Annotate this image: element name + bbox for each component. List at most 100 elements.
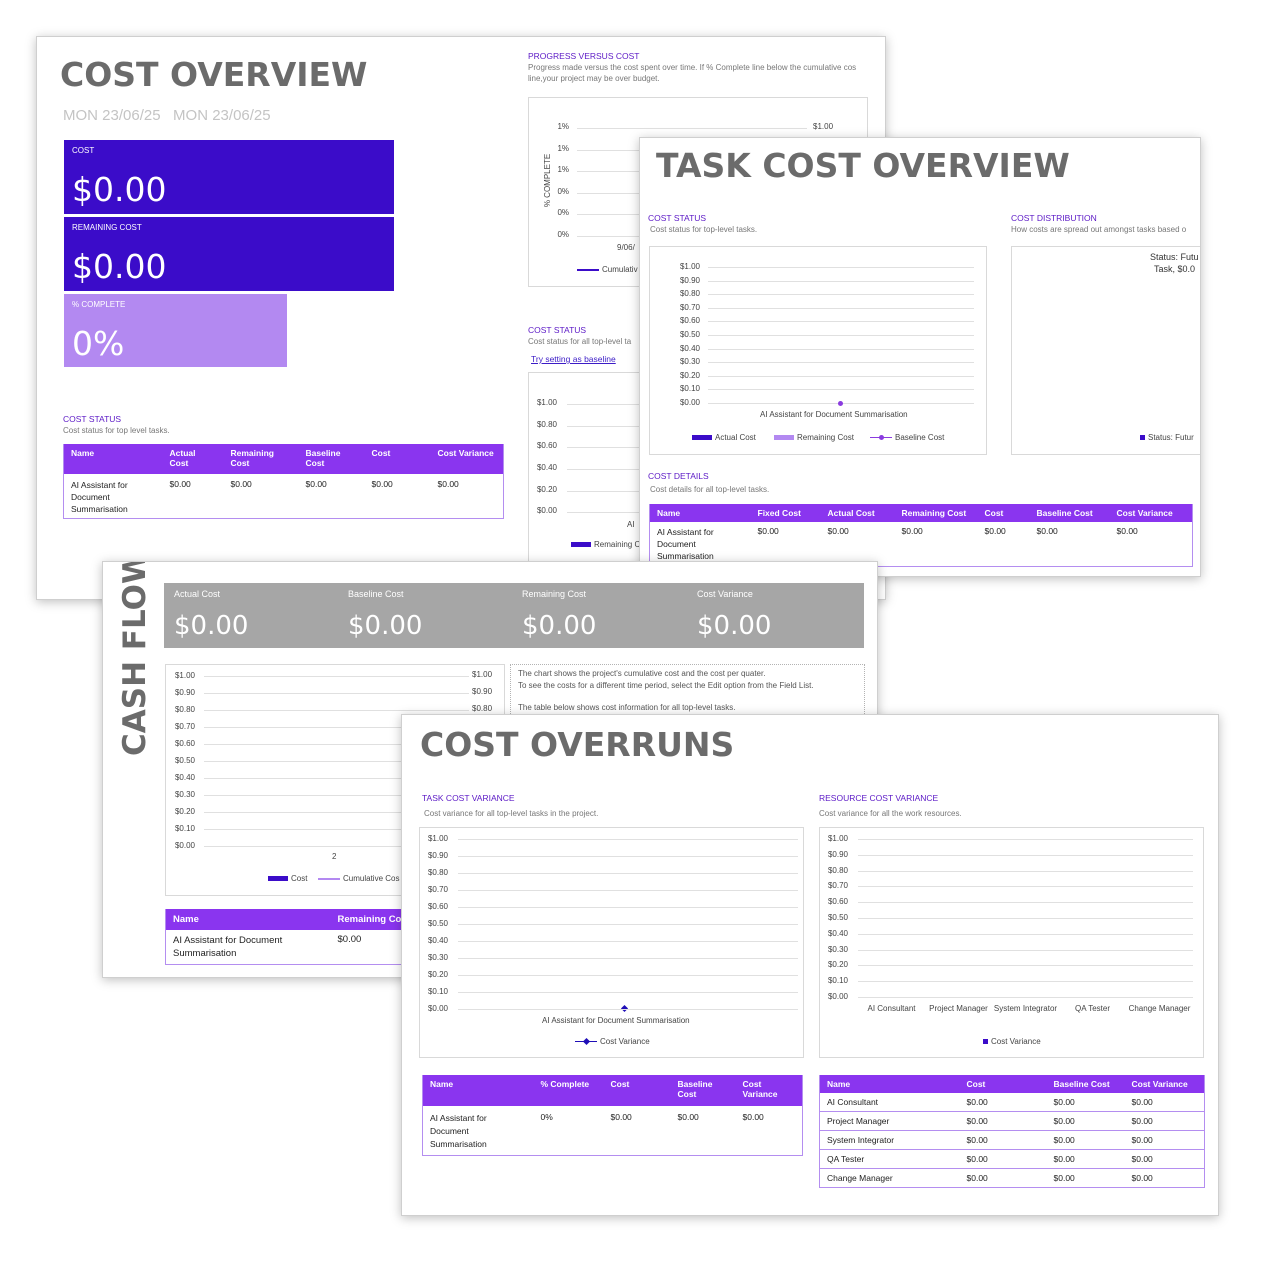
gridline: [458, 839, 798, 840]
y-axis-tick: $0.10: [427, 987, 448, 996]
progress-ytick: 0%: [557, 208, 569, 217]
tv-legend: Cost Variance: [575, 1037, 650, 1046]
resource-variance-title: RESOURCE COST VARIANCE: [819, 793, 939, 803]
table-cell: $0.00: [959, 1093, 1047, 1112]
table-cell: Project Manager: [819, 1111, 960, 1131]
gridline: [204, 761, 469, 762]
progress-subtitle-line2: line,your project may be over budget.: [528, 74, 660, 83]
y-axis-tick: $0.50: [427, 919, 448, 928]
table-cell: QA Tester: [819, 1149, 960, 1169]
table-row: Project Manager $0.00 $0.00 $0.00: [819, 1111, 1205, 1131]
gridline: [708, 294, 974, 296]
tcs-legend-remaining: Remaining Cost: [774, 433, 854, 442]
gridline: [708, 348, 974, 350]
table-cell: $0.00: [1124, 1168, 1205, 1188]
x-axis-category: System Integrator: [993, 1004, 1058, 1013]
gridline: [204, 676, 469, 677]
column-header: Baseline Cost: [1046, 1075, 1125, 1093]
progress-ytick: 1%: [557, 122, 569, 131]
gridline: [204, 778, 469, 779]
cs-ytick: $0.00: [536, 506, 557, 515]
gridline: [458, 924, 798, 925]
table-cell: 0%: [533, 1106, 604, 1156]
kpi-label: Remaining Cost: [522, 589, 587, 599]
gridline: [458, 941, 798, 942]
y-axis-tick: $0.90: [827, 849, 848, 859]
y-axis-tick: $0.50: [679, 330, 700, 339]
resource-variance-subtitle: Cost variance for all the work resources…: [819, 809, 962, 818]
gridline: [858, 839, 1193, 840]
table-cell: AI Consultant: [819, 1093, 960, 1112]
cost-distribution-chart: Status: Futu Task, $0.0 Status: Futur: [1011, 246, 1200, 455]
gridline: [458, 890, 798, 891]
note-line: To see the costs for a different time pe…: [518, 681, 814, 690]
y-axis-tick: $0.80: [679, 289, 700, 299]
progress-xtick: 9/06/: [617, 243, 635, 252]
y-axis-tick: $0.60: [827, 897, 848, 907]
resource-variance-chart: Cost Variance $1.00 $0.90 $0.80 $0.70 $0.60 $…: [819, 827, 1204, 1058]
gridline: [858, 997, 1193, 998]
gridline: [708, 280, 974, 282]
gridline: [204, 795, 469, 796]
page-title: COST OVERRUNS: [420, 725, 735, 764]
task-cost-status-title: COST STATUS: [648, 213, 707, 223]
distribution-label-line2: Task, $0.0: [1154, 264, 1196, 274]
y-axis-tick: $0.60: [174, 739, 195, 748]
table-row: AI Assistant for Document Summarisation …: [649, 522, 1193, 567]
y-axis-tick: $0.00: [174, 841, 195, 850]
cf-right-tick: $0.80: [472, 704, 493, 713]
table-cell: $0.00: [977, 522, 1030, 567]
y-axis-tick: $0.10: [827, 976, 848, 986]
column-header: Baseline Cost: [1029, 504, 1110, 522]
table-cell: $0.00: [162, 474, 224, 519]
x-axis-category: AI Consultant: [867, 1004, 916, 1013]
y-axis-tick: $0.30: [679, 357, 700, 367]
y-axis-tick: $0.80: [827, 865, 848, 875]
task-variance-title: TASK COST VARIANCE: [422, 793, 515, 803]
set-baseline-link[interactable]: Try setting as baseline: [531, 354, 616, 364]
cs-ytick: $0.80: [536, 420, 557, 429]
y-axis-tick: $0.70: [427, 885, 448, 894]
y-axis-tick: $0.30: [427, 953, 448, 962]
table-cell: $0.00: [1046, 1149, 1125, 1169]
table-cell: AI Assistant for Document Summarisation: [422, 1106, 534, 1156]
cs-ytick: $0.60: [536, 441, 557, 450]
progress-legend: Cumulativ: [577, 265, 638, 274]
table-cell: $0.00: [1029, 522, 1110, 567]
kpi-cost: COST $0.00: [64, 140, 394, 214]
cs-ytick: $1.00: [536, 398, 557, 407]
kpi-label: % COMPLETE: [72, 300, 126, 309]
y-axis-tick: $1.00: [427, 834, 448, 843]
column-header: Remaining Cost: [894, 504, 978, 522]
table-cell: $0.00: [223, 474, 299, 519]
kpi-label: Actual Cost: [174, 589, 221, 599]
kpi-label: COST: [72, 146, 95, 155]
kpi-remaining-cost: REMAINING COST $0.00: [64, 217, 394, 291]
kpi-cost-variance: Cost Variance $0.00: [697, 583, 867, 648]
y-axis-tick: $0.30: [827, 944, 848, 954]
y-axis-tick: $0.90: [174, 688, 195, 697]
progress-ytick: 0%: [557, 187, 569, 196]
tv-xlabel: AI Assistant for Document Summarisation: [542, 1016, 690, 1025]
y-axis-tick: $0.30: [174, 790, 195, 799]
cost-details-title: COST DETAILS: [648, 471, 709, 481]
y-axis-tick: $0.90: [427, 851, 448, 860]
y-axis-tick: $0.20: [427, 970, 448, 979]
date-range: MON 23/06/25 MON 23/06/25: [63, 107, 271, 124]
y-axis-tick: $0.80: [427, 868, 448, 877]
gridline: [458, 873, 798, 874]
gridline: [458, 958, 798, 959]
baseline-cost-point: [838, 401, 843, 406]
cf-right-tick: $0.90: [472, 687, 493, 696]
column-header: Cost: [603, 1075, 671, 1106]
kpi-value: $0.00: [697, 611, 772, 641]
gridline: [458, 907, 798, 908]
column-header: Baseline Cost: [670, 1075, 736, 1106]
table-cell: $0.00: [298, 474, 365, 519]
kpi-remaining-cost: Remaining Cost $0.00: [522, 583, 692, 648]
column-header: Name: [63, 444, 163, 474]
column-header: Cost Variance: [1124, 1075, 1205, 1093]
cf-right-tick: $1.00: [472, 670, 493, 679]
gridline: [858, 902, 1193, 904]
y-axis-tick: $0.00: [427, 1004, 448, 1013]
